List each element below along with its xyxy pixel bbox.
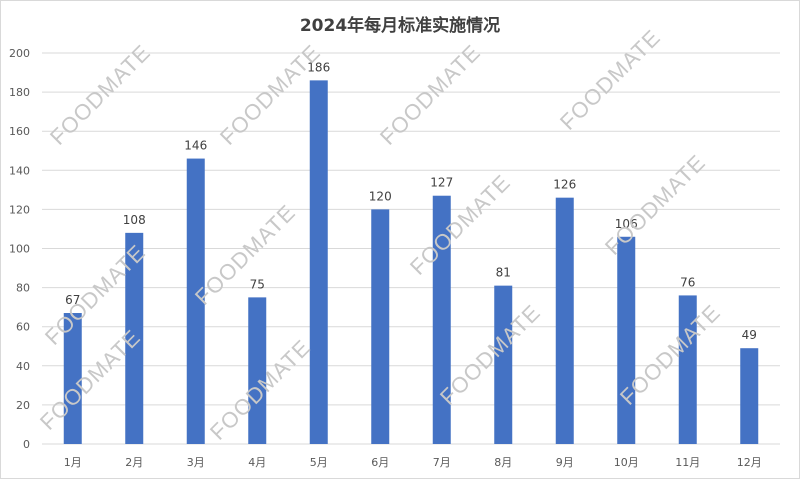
x-tick-label: 11月 <box>675 456 700 469</box>
x-tick-label: 1月 <box>64 456 82 469</box>
grid-lines <box>42 52 780 445</box>
data-label: 76 <box>680 275 695 289</box>
data-label: 108 <box>123 213 146 227</box>
x-tick-label: 8月 <box>494 456 512 469</box>
y-tick-label: 100 <box>9 243 30 256</box>
x-tick-label: 9月 <box>556 456 574 469</box>
y-tick-label: 80 <box>16 282 30 295</box>
x-tick-label: 4月 <box>248 456 266 469</box>
bar <box>63 313 82 444</box>
bar <box>740 348 759 444</box>
chart-title: 2024年每月标准实施情况 <box>299 16 501 36</box>
x-tick-label: 6月 <box>371 456 389 469</box>
bar <box>248 297 267 444</box>
data-label: 146 <box>184 139 207 153</box>
y-tick-label: 60 <box>16 321 30 334</box>
x-tick-label: 2月 <box>125 456 143 469</box>
bar <box>125 232 144 444</box>
data-labels: 67 108 146 75 186 120 127 81 126 106 76 49 <box>65 60 757 342</box>
y-axis-ticks: 0 20 40 60 80 100 120 140 160 180 200 <box>9 47 30 451</box>
data-label: 126 <box>553 178 576 192</box>
data-label: 127 <box>430 176 453 190</box>
bar <box>494 285 513 444</box>
y-tick-label: 140 <box>9 164 30 177</box>
y-tick-label: 160 <box>9 125 30 138</box>
x-tick-label: 10月 <box>614 456 639 469</box>
bar <box>309 80 328 445</box>
bar <box>186 158 205 444</box>
x-axis-ticks: 1月 2月 3月 4月 5月 6月 7月 8月 9月 10月 11月 12月 <box>64 456 762 469</box>
x-tick-label: 3月 <box>187 456 205 469</box>
y-tick-label: 40 <box>16 360 30 373</box>
y-tick-label: 200 <box>9 47 30 60</box>
bar <box>617 236 636 444</box>
x-tick-label: 12月 <box>737 456 762 469</box>
data-label: 120 <box>369 189 392 203</box>
data-label: 81 <box>496 266 511 280</box>
bar <box>371 209 390 444</box>
x-tick-label: 7月 <box>433 456 451 469</box>
y-tick-label: 120 <box>9 203 30 216</box>
bar <box>678 295 697 444</box>
data-label: 186 <box>307 60 330 74</box>
x-tick-label: 5月 <box>310 456 328 469</box>
data-label: 49 <box>742 328 757 342</box>
y-tick-label: 180 <box>9 86 30 99</box>
data-label: 67 <box>65 293 80 307</box>
bar <box>555 197 574 444</box>
y-tick-label: 20 <box>16 399 30 412</box>
bar <box>432 195 451 444</box>
bars <box>63 80 759 445</box>
data-label: 75 <box>250 277 265 291</box>
y-tick-label: 0 <box>23 438 30 451</box>
data-label: 106 <box>615 217 638 231</box>
